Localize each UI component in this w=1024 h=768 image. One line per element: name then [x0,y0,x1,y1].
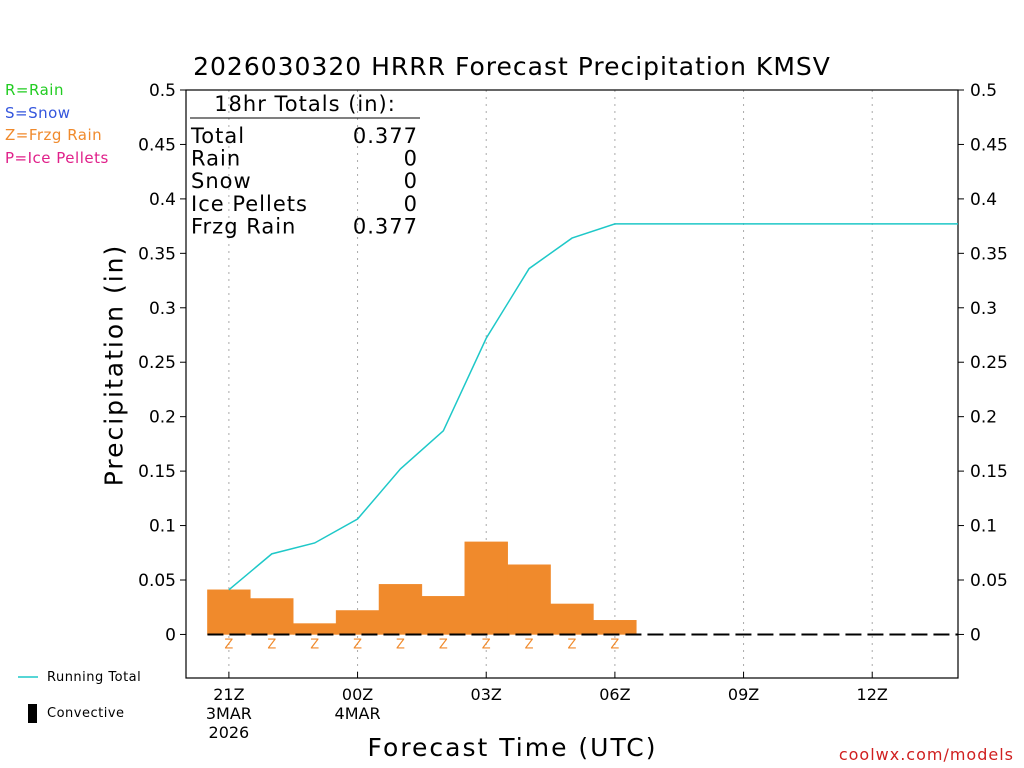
chart-title: 2026030320 HRRR Forecast Precipitation K… [193,52,831,81]
totals-row-value: 0.377 [353,214,418,238]
y-tick-label-right: 0.2 [970,408,997,428]
ptype-label: Z [353,637,362,652]
y-tick-label-left: 0.4 [149,190,176,210]
precip-bar [507,564,551,635]
ptype-label: Z [396,637,405,652]
precip-bar [593,620,637,635]
y-tick-label-right: 0.4 [970,190,997,210]
precip-bar [207,589,251,635]
totals-row-value: 0.377 [353,124,418,148]
ptype-legend-item: S=Snow [5,103,71,122]
running-total-legend-label: Running Total [47,670,142,685]
y-tick-label-right: 0 [970,625,981,645]
x-tick-label: 2026 [209,723,250,742]
y-tick-label-left: 0.2 [149,408,176,428]
ptype-label: Z [439,637,448,652]
precip-bar [292,623,337,635]
x-tick-label: 12Z [857,685,888,704]
totals-row-label: Snow [191,169,252,193]
ptype-label: Z [610,637,619,652]
x-tick-label: 3MAR [206,704,252,723]
totals-row-label: Ice Pellets [191,192,308,216]
x-axis-label: Forecast Time (UTC) [367,733,658,762]
y-tick-label-left: 0.5 [149,81,176,101]
y-tick-label-left: 0.45 [138,135,176,155]
totals-header: 18hr Totals (in): [214,92,396,116]
plot-frame [185,89,959,679]
y-tick-label-left: 0 [165,625,176,645]
ptype-legend-item: Z=Frzg Rain [5,126,103,144]
x-tick-label: 09Z [728,685,759,704]
y-tick-label-right: 0.25 [970,353,1008,373]
running-total-line [228,223,958,591]
x-tick-label: 4MAR [335,704,381,723]
precip-bar [421,596,466,635]
ptype-legend-item: R=Rain [5,81,64,99]
ptype-label: Z [568,637,577,652]
totals-row-value: 0 [404,169,418,193]
totals-row-label: Frzg Rain [191,214,296,238]
precip-bar [550,603,594,635]
convective-legend-label: Convective [47,706,125,721]
x-tick-label: 00Z [342,685,373,704]
y-tick-label-right: 0.45 [970,135,1008,155]
convective-legend-swatch [28,704,37,723]
y-tick-label-left: 0.1 [149,517,176,537]
ptype-label: Z [482,637,491,652]
ptype-label: Z [525,637,534,652]
y-tick-label-right: 0.1 [970,517,997,537]
x-tick-label: 21Z [213,685,244,704]
totals-row-label: Total [190,124,245,148]
precip-bar [464,541,508,635]
x-tick-label: 03Z [471,685,502,704]
totals-row-label: Rain [191,147,241,171]
y-tick-label-left: 0.25 [138,353,176,373]
y-tick-label-left: 0.15 [138,462,176,482]
site-credit[interactable]: coolwx.com/models [838,745,1014,764]
totals-row-value: 0 [404,192,418,216]
y-tick-label-left: 0.3 [149,299,176,319]
y-tick-label-left: 0.35 [138,244,176,264]
ptype-label: Z [310,637,319,652]
ptype-label: Z [267,637,276,652]
y-tick-label-right: 0.3 [970,299,997,319]
y-tick-label-left: 0.05 [138,571,176,591]
y-axis-label: Precipitation (in) [99,243,129,487]
y-tick-label-right: 0.15 [970,462,1008,482]
ptype-label: Z [224,637,233,652]
y-tick-label-right: 0.5 [970,81,997,101]
y-tick-label-right: 0.05 [970,571,1008,591]
precip-bar [335,610,380,635]
precip-bar [378,584,423,635]
x-tick-label: 06Z [599,685,630,704]
ptype-legend-item: P=Ice Pellets [5,148,109,167]
y-tick-label-right: 0.35 [970,244,1008,264]
totals-row-value: 0 [404,147,418,171]
precip-bar [250,598,294,635]
